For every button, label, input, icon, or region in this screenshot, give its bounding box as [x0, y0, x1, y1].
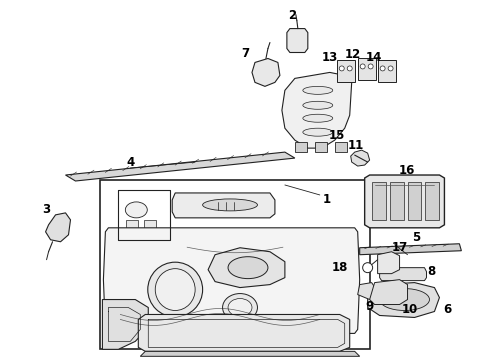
- Ellipse shape: [363, 263, 372, 273]
- Polygon shape: [369, 280, 408, 305]
- Text: 14: 14: [366, 51, 382, 64]
- Polygon shape: [172, 193, 275, 218]
- Polygon shape: [66, 152, 295, 181]
- Ellipse shape: [368, 64, 373, 69]
- Polygon shape: [335, 142, 347, 152]
- Polygon shape: [365, 175, 444, 228]
- Ellipse shape: [203, 199, 257, 211]
- Polygon shape: [378, 60, 395, 82]
- Text: 11: 11: [347, 139, 364, 152]
- Polygon shape: [287, 28, 308, 53]
- Ellipse shape: [360, 64, 365, 69]
- Polygon shape: [358, 58, 376, 80]
- Text: 16: 16: [398, 163, 415, 176]
- Ellipse shape: [303, 86, 333, 94]
- Text: 3: 3: [43, 203, 50, 216]
- Polygon shape: [368, 283, 440, 318]
- Polygon shape: [425, 182, 440, 220]
- Text: 13: 13: [321, 51, 338, 64]
- Polygon shape: [138, 315, 350, 351]
- Polygon shape: [408, 182, 421, 220]
- Bar: [100, 180, 369, 349]
- Polygon shape: [282, 72, 352, 148]
- Text: 1: 1: [323, 193, 331, 206]
- Ellipse shape: [303, 101, 333, 109]
- Polygon shape: [390, 182, 404, 220]
- Text: 9: 9: [366, 300, 374, 313]
- Polygon shape: [378, 252, 399, 274]
- Text: 5: 5: [413, 231, 420, 244]
- Polygon shape: [358, 283, 378, 300]
- Text: 12: 12: [344, 48, 361, 61]
- Text: 6: 6: [443, 303, 452, 316]
- Ellipse shape: [388, 66, 393, 71]
- Text: 15: 15: [329, 129, 345, 142]
- Bar: [126, 220, 138, 228]
- Polygon shape: [252, 58, 280, 86]
- Polygon shape: [371, 182, 386, 220]
- Ellipse shape: [228, 298, 252, 316]
- Ellipse shape: [125, 202, 147, 218]
- Polygon shape: [140, 351, 360, 356]
- Text: 8: 8: [427, 265, 436, 278]
- Polygon shape: [380, 268, 426, 280]
- Text: 4: 4: [126, 156, 134, 168]
- Ellipse shape: [303, 128, 333, 136]
- Ellipse shape: [303, 114, 333, 122]
- Text: 7: 7: [241, 47, 249, 60]
- Ellipse shape: [222, 293, 257, 321]
- Ellipse shape: [228, 257, 268, 279]
- Polygon shape: [360, 244, 462, 255]
- Text: 18: 18: [332, 261, 348, 274]
- Polygon shape: [295, 142, 307, 152]
- Ellipse shape: [155, 269, 195, 310]
- Polygon shape: [208, 248, 285, 288]
- Text: 17: 17: [392, 241, 408, 254]
- Text: 2: 2: [288, 9, 296, 22]
- Polygon shape: [102, 300, 148, 349]
- Polygon shape: [351, 150, 369, 166]
- Ellipse shape: [148, 262, 203, 317]
- Ellipse shape: [380, 66, 385, 71]
- Ellipse shape: [339, 66, 344, 71]
- Ellipse shape: [347, 66, 352, 71]
- Polygon shape: [46, 213, 71, 242]
- Polygon shape: [337, 60, 355, 82]
- Bar: [144, 220, 156, 228]
- Polygon shape: [315, 142, 327, 152]
- Text: 10: 10: [401, 303, 417, 316]
- Ellipse shape: [380, 289, 429, 310]
- Polygon shape: [103, 228, 360, 333]
